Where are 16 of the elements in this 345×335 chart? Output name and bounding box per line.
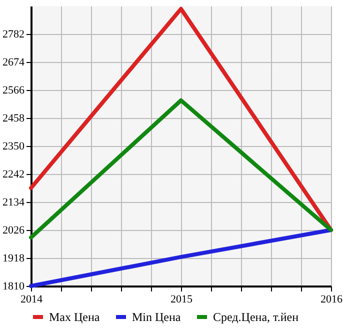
y-tick-label: 2674 <box>2 56 25 68</box>
y-tick-label: 2782 <box>2 28 24 40</box>
y-tick-label: 1810 <box>2 280 25 292</box>
legend-label: Сред.Цена, т.йен <box>213 310 300 324</box>
x-tick-label: 2015 <box>170 294 193 306</box>
legend-label: Min Цена <box>132 310 182 324</box>
y-tick-label: 2350 <box>2 140 25 152</box>
y-tick-label: 2134 <box>2 196 25 208</box>
x-tick-label: 2016 <box>320 294 343 306</box>
legend-label: Max Цена <box>49 310 100 324</box>
y-tick-label: 1918 <box>2 252 25 264</box>
y-tick-label: 2026 <box>2 224 25 236</box>
y-tick-label: 2566 <box>2 84 25 96</box>
y-tick-label: 2242 <box>2 168 24 180</box>
y-tick-label: 2458 <box>2 112 25 124</box>
x-tick-label: 2014 <box>20 294 43 306</box>
